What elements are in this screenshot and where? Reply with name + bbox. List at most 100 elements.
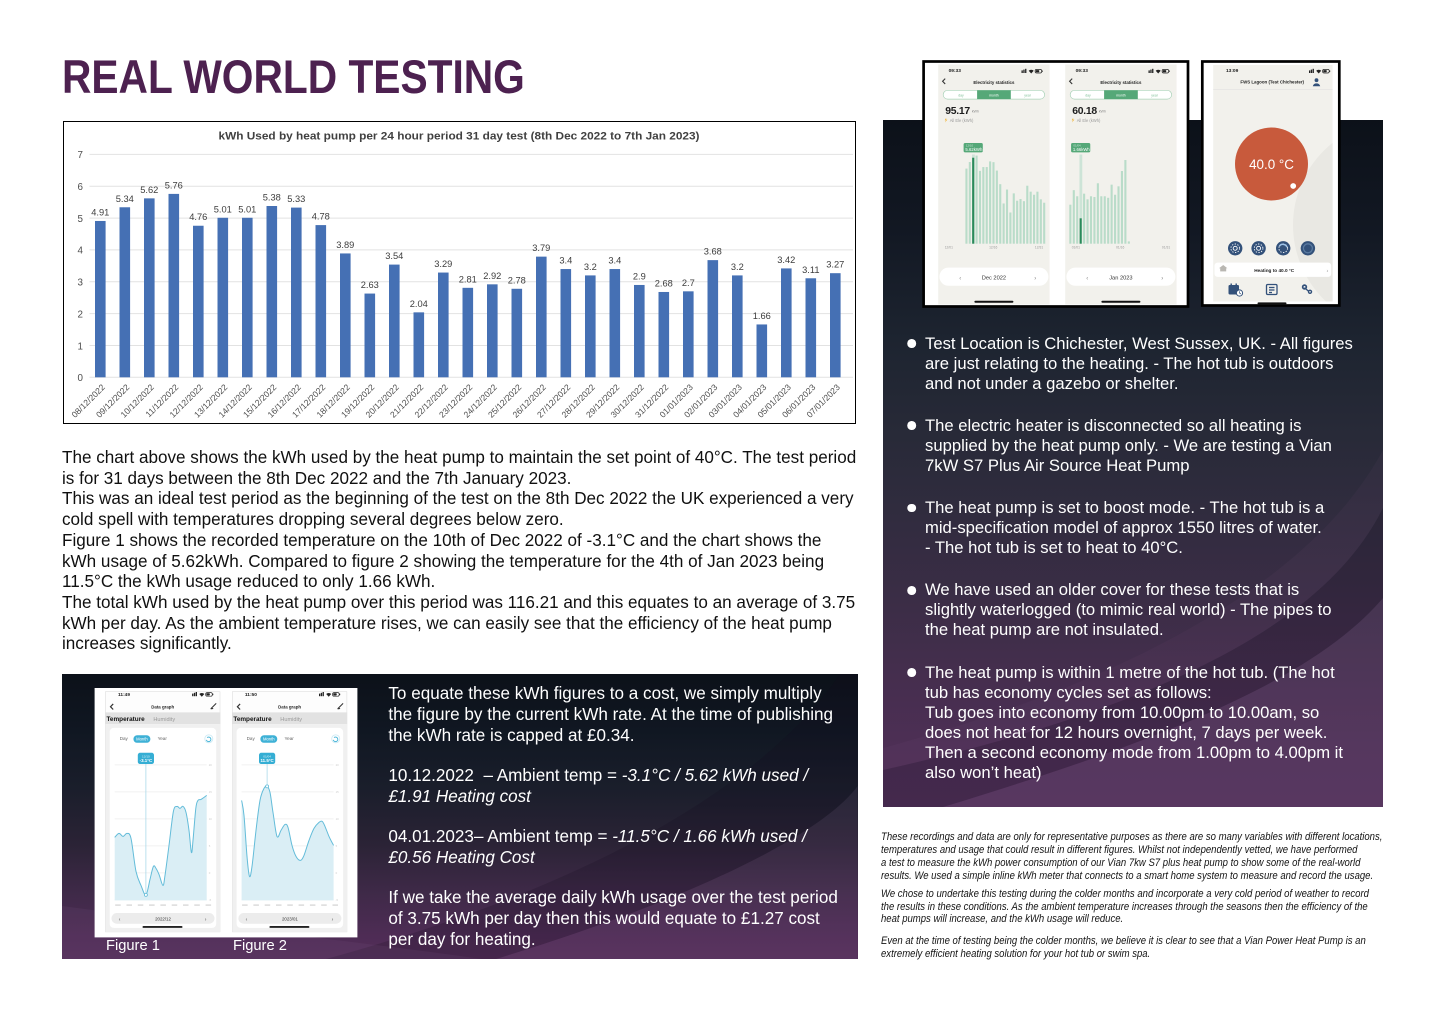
svg-text:3.11: 3.11: [802, 264, 819, 274]
svg-text:2.68: 2.68: [654, 278, 672, 288]
svg-text:10: 10: [335, 817, 339, 821]
svg-text:2.78: 2.78: [507, 275, 525, 285]
svg-text:kWh Used by heat pump per 24 h: kWh Used by heat pump per 24 hour period…: [218, 130, 699, 142]
svg-text:All Ele (kWh): All Ele (kWh): [950, 118, 974, 123]
svg-text:5: 5: [208, 844, 210, 848]
svg-text:2.9: 2.9: [632, 271, 645, 281]
svg-text:›: ›: [331, 917, 333, 923]
svg-text:2023/01: 2023/01: [282, 916, 298, 921]
svg-text:5.01: 5.01: [213, 204, 231, 214]
svg-text:3.2: 3.2: [583, 261, 596, 271]
svg-text:5.34: 5.34: [115, 193, 133, 203]
svg-text:FWS Lagoon (Test Chichester): FWS Lagoon (Test Chichester): [1240, 80, 1304, 86]
svg-text:95.17: 95.17: [945, 106, 970, 117]
svg-text:Humidity: Humidity: [153, 717, 175, 723]
svg-text:5.01: 5.01: [238, 204, 256, 214]
svg-text:7: 7: [77, 150, 82, 161]
svg-text:‹: ‹: [959, 276, 961, 282]
svg-text:15: 15: [335, 790, 339, 794]
svg-text:3.2: 3.2: [730, 261, 743, 271]
svg-text:3: 3: [77, 277, 83, 288]
svg-text:3.68: 3.68: [703, 246, 721, 256]
svg-text:4.78: 4.78: [311, 211, 329, 221]
svg-text:11:49: 11:49: [118, 691, 130, 697]
svg-text:3.29: 3.29: [434, 259, 452, 269]
svg-text:0: 0: [208, 871, 210, 875]
svg-text:4.91: 4.91: [91, 207, 109, 217]
svg-text:3.79: 3.79: [532, 243, 550, 253]
svg-text:2.92: 2.92: [483, 270, 501, 280]
svg-text:All Ele (kWh): All Ele (kWh): [1077, 118, 1101, 123]
svg-text:-3.1°C: -3.1°C: [139, 758, 152, 763]
svg-text:5.33: 5.33: [287, 194, 305, 204]
svg-text:11:50: 11:50: [244, 691, 256, 697]
svg-text:5.62: 5.62: [140, 184, 158, 194]
svg-text:›: ›: [204, 917, 206, 923]
svg-text:20: 20: [335, 763, 339, 767]
svg-text:-5: -5: [208, 898, 211, 902]
svg-text:kWh: kWh: [972, 110, 979, 114]
svg-text:09:33: 09:33: [1076, 68, 1089, 74]
svg-text:Temperature: Temperature: [106, 716, 145, 723]
svg-text:3.4: 3.4: [608, 255, 621, 265]
svg-text:Jan 2023: Jan 2023: [1109, 276, 1132, 282]
svg-text:Month: Month: [263, 736, 275, 741]
svg-text:12/10: 12/10: [142, 754, 150, 758]
svg-text:2.04: 2.04: [409, 298, 427, 308]
svg-text:year: year: [1024, 93, 1031, 97]
svg-text:1.66: 1.66: [752, 310, 770, 320]
svg-text:Day: Day: [119, 735, 128, 740]
svg-text:Humidity: Humidity: [280, 717, 302, 723]
svg-text:‹: ‹: [1086, 276, 1088, 282]
svg-text:01/04: 01/04: [263, 754, 271, 758]
svg-text:3.4: 3.4: [559, 255, 572, 265]
svg-text:day: day: [1085, 93, 1091, 97]
svg-text:12/16: 12/16: [989, 246, 997, 250]
svg-text:2: 2: [77, 309, 82, 320]
svg-text:12/01: 12/01: [945, 246, 953, 250]
svg-text:›: ›: [1161, 276, 1163, 282]
svg-text:2.81: 2.81: [458, 274, 476, 284]
svg-text:Data graph: Data graph: [278, 704, 301, 709]
svg-text:Month: Month: [136, 736, 148, 741]
svg-text:0: 0: [335, 871, 337, 875]
svg-text:day: day: [958, 93, 964, 97]
svg-text:01/01: 01/01: [1072, 246, 1080, 250]
svg-text:01/31: 01/31: [1162, 246, 1170, 250]
svg-text:-5: -5: [335, 898, 338, 902]
svg-text:2.63: 2.63: [360, 280, 378, 290]
svg-text:12/10: 12/10: [966, 144, 974, 148]
svg-text:3.89: 3.89: [336, 239, 354, 249]
svg-text:0: 0: [77, 373, 83, 384]
svg-text:5.38: 5.38: [262, 192, 280, 202]
svg-text:Electricity statistics: Electricity statistics: [973, 80, 1014, 85]
svg-text:5.62kWh: 5.62kWh: [965, 147, 983, 152]
svg-text:month: month: [1116, 93, 1126, 97]
svg-text:5.76: 5.76: [164, 180, 182, 190]
svg-text:kWh: kWh: [1099, 110, 1106, 114]
svg-text:5: 5: [77, 213, 83, 224]
svg-text:4.76: 4.76: [189, 212, 207, 222]
svg-text:01/04: 01/04: [1073, 144, 1081, 148]
svg-text:year: year: [1151, 93, 1158, 97]
svg-text:15: 15: [208, 790, 212, 794]
svg-text:Dec 2022: Dec 2022: [982, 276, 1006, 282]
svg-text:‹: ‹: [118, 917, 120, 923]
svg-text:month: month: [989, 93, 999, 97]
svg-text:Data graph: Data graph: [151, 704, 174, 709]
svg-text:20: 20: [208, 763, 212, 767]
svg-text:2.7: 2.7: [681, 277, 694, 287]
svg-text:13:09: 13:09: [1226, 68, 1239, 74]
svg-text:1.66kWh: 1.66kWh: [1073, 147, 1091, 152]
svg-text:Year: Year: [157, 735, 167, 740]
svg-text:Day: Day: [246, 735, 255, 740]
svg-text:60.18: 60.18: [1072, 106, 1097, 117]
svg-text:Year: Year: [284, 735, 294, 740]
svg-text:‹: ‹: [245, 917, 247, 923]
svg-text:10: 10: [208, 817, 212, 821]
svg-text:5: 5: [335, 844, 337, 848]
svg-text:3.54: 3.54: [385, 251, 403, 261]
svg-text:›: ›: [1327, 268, 1329, 274]
svg-text:09:33: 09:33: [949, 68, 962, 74]
svg-text:12/31: 12/31: [1035, 246, 1043, 250]
